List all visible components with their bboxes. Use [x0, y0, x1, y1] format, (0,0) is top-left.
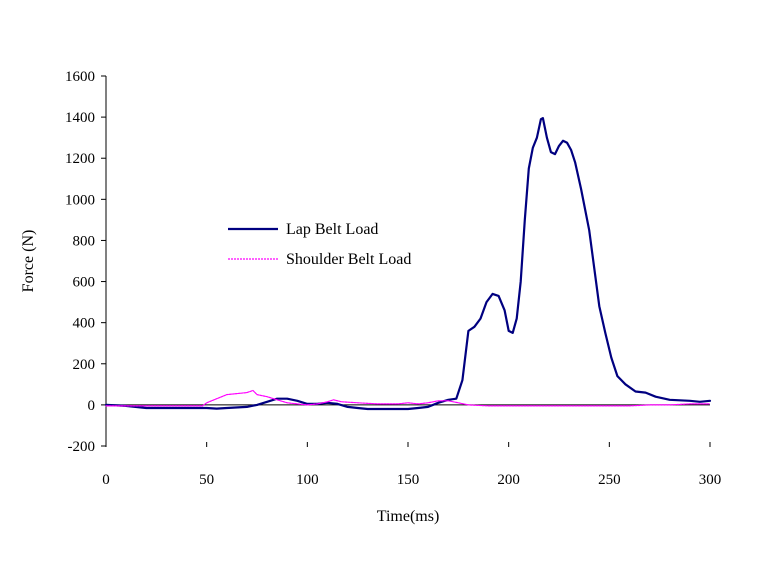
series-line-shoulder-belt-load	[105, 389, 711, 407]
y-tick-label: 1400	[65, 110, 95, 126]
legend: Lap Belt Load Shoulder Belt Load	[228, 221, 411, 268]
y-tick-label: 600	[73, 275, 96, 291]
x-tick-label: 150	[397, 472, 420, 488]
x-tick-label: 0	[102, 472, 110, 488]
x-tick-label: 50	[199, 472, 214, 488]
series-lines	[104, 117, 712, 411]
legend-entry-shoulder-belt-load: Shoulder Belt Load	[286, 251, 411, 268]
axes	[105, 76, 710, 446]
y-ticks: -200 0 200 400 600 800 1000 1200 1400 1600	[65, 69, 106, 455]
y-tick-label: 200	[73, 357, 96, 373]
y-tick-label: 0	[88, 398, 96, 414]
y-tick-label: 1200	[65, 151, 95, 167]
x-tick-label: 250	[598, 472, 621, 488]
y-tick-label: -200	[68, 439, 96, 455]
x-tick-label: 200	[497, 472, 520, 488]
y-tick-label: 1600	[65, 69, 95, 85]
x-ticks: 0 50 100 150 200 250 300	[102, 442, 721, 488]
y-tick-label: 400	[73, 316, 96, 332]
y-tick-label: 1000	[65, 192, 95, 208]
x-axis-title: Time(ms)	[377, 508, 440, 525]
x-tick-label: 300	[699, 472, 722, 488]
y-axis-title: Force (N)	[20, 230, 37, 293]
series-line-lap-belt-load	[104, 117, 712, 411]
y-tick-label: 800	[73, 233, 96, 249]
legend-entry-lap-belt-load: Lap Belt Load	[286, 221, 378, 238]
x-tick-label: 100	[296, 472, 319, 488]
